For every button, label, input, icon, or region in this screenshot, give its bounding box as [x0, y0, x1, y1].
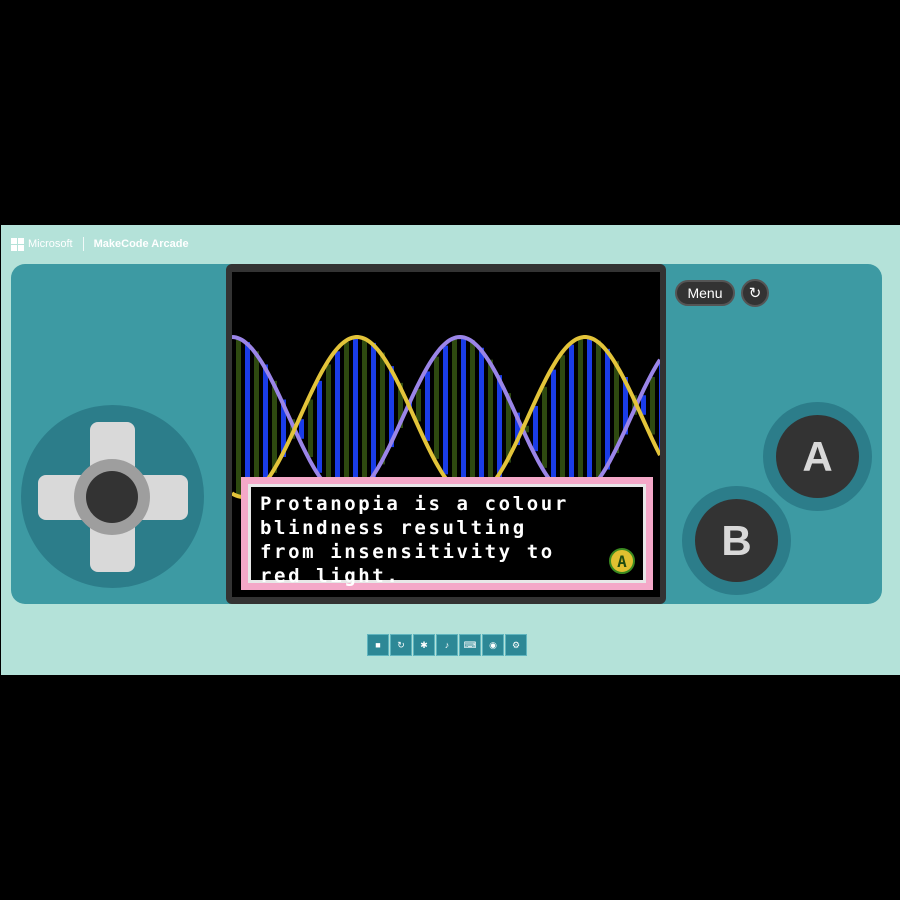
helix-stripe: [641, 395, 646, 415]
helix-stripe: [281, 399, 286, 457]
helix-stripe: [623, 377, 628, 435]
helix-stripe: [650, 377, 655, 435]
helix-stripe: [371, 342, 376, 479]
screen-bezel: Protanopia is a colour blindness resulti…: [226, 264, 666, 604]
helix-stripe: [254, 351, 259, 494]
button-b[interactable]: B: [695, 499, 778, 582]
game-screen[interactable]: Protanopia is a colour blindness resulti…: [232, 272, 660, 597]
stop-icon[interactable]: ■: [367, 634, 389, 656]
helix-stripe: [416, 388, 421, 422]
helix-stripe: [434, 356, 439, 459]
helix-stripe: [299, 419, 304, 439]
helix-stripe: [578, 338, 583, 497]
helix-stripe: [479, 347, 484, 496]
helix-stripe: [488, 359, 493, 489]
helix-stripe: [515, 412, 520, 446]
helix-stripe: [308, 399, 313, 457]
game-console: Protanopia is a colour blindness resulti…: [11, 264, 882, 604]
helix-stripe: [569, 344, 574, 497]
dialog-box[interactable]: Protanopia is a colour blindness resulti…: [241, 477, 653, 590]
menu-button[interactable]: Menu: [675, 280, 735, 306]
helix-stripe: [389, 366, 394, 448]
helix-stripe: [659, 361, 660, 454]
helix-stripe: [551, 369, 556, 482]
microsoft-logo-icon: [11, 237, 24, 251]
debug-icon[interactable]: ✱: [413, 634, 435, 656]
helix-stripe: [362, 337, 367, 490]
helix-stripe: [326, 364, 331, 486]
helix-stripe: [245, 342, 250, 497]
helix-stripe: [425, 371, 430, 441]
helix-stripe: [452, 338, 457, 487]
sound-icon[interactable]: ♪: [436, 634, 458, 656]
helix-stripe: [497, 375, 502, 478]
helix-stripe: [605, 348, 610, 470]
app-title: MakeCode Arcade: [93, 238, 189, 250]
brand-divider: [82, 237, 84, 251]
simulator-toolbar: ■ ↻ ✱ ♪ ⌨ ◉ ⚙: [367, 634, 527, 656]
helix-stripe: [344, 342, 349, 497]
helix-stripe: [461, 337, 466, 494]
dialog-inner: Protanopia is a colour blindness resulti…: [248, 484, 646, 587]
helix-stripe: [596, 340, 601, 483]
simulator-frame: Microsoft MakeCode Arcade Protanopia is …: [1, 225, 900, 675]
helix-stripe: [506, 393, 511, 463]
restart-icon[interactable]: ↻: [741, 279, 769, 307]
keyboard-icon[interactable]: ⌨: [459, 634, 481, 656]
microsoft-label: Microsoft: [28, 238, 73, 250]
helix-stripe: [524, 425, 529, 433]
settings-icon[interactable]: ⚙: [505, 634, 527, 656]
helix-stripe: [236, 337, 241, 496]
helix-stripe: [542, 386, 547, 468]
helix-stripe: [614, 361, 619, 454]
helix-stripe: [263, 364, 268, 486]
helix-stripe: [353, 337, 358, 496]
helix-stripe: [587, 337, 592, 492]
helix-stripe: [533, 406, 538, 452]
helix-stripe: [398, 382, 403, 428]
a-button-prompt-icon: A: [609, 548, 635, 574]
joystick-center[interactable]: [86, 471, 138, 523]
helix-stripe: [470, 340, 475, 497]
helix-stripe: [335, 351, 340, 494]
helix-stripe: [443, 345, 448, 475]
screenshot-icon[interactable]: ◉: [482, 634, 504, 656]
helix-stripe: [560, 355, 565, 492]
restart-simulator-icon[interactable]: ↻: [390, 634, 412, 656]
helix-stripe: [380, 352, 385, 465]
dialog-text: Protanopia is a colour blindness resulti…: [260, 493, 569, 587]
top-bar: Microsoft MakeCode Arcade: [11, 235, 189, 253]
helix-stripe: [272, 380, 277, 473]
helix-stripe: [317, 380, 322, 473]
button-a[interactable]: A: [776, 415, 859, 498]
